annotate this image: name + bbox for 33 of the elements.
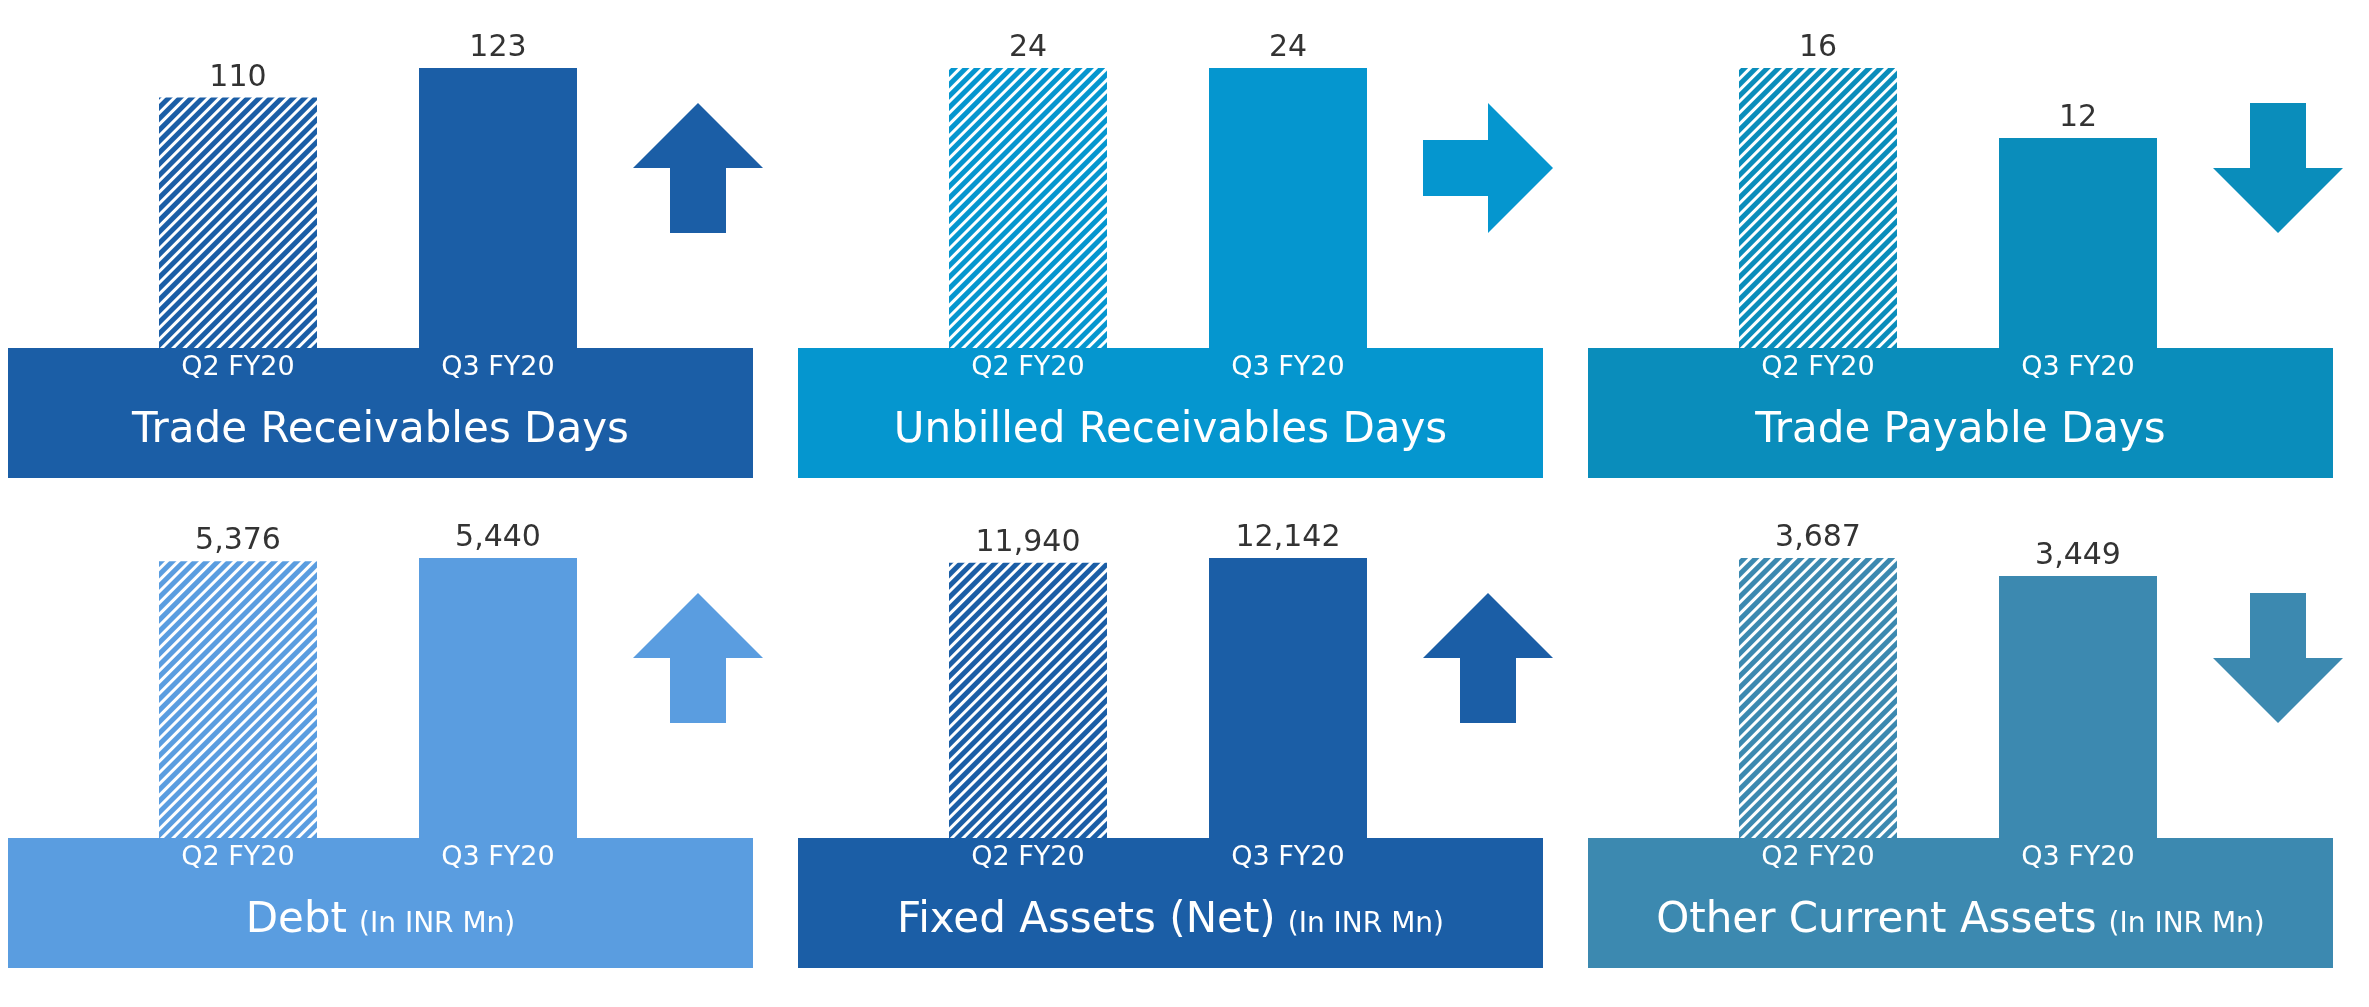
text: (In INR Mn) [1287, 906, 1444, 939]
text: Debt [245, 893, 348, 942]
data-label: 12 [2058, 98, 2098, 133]
x-tick-label: Q3 FY20 [2021, 350, 2135, 382]
text: Trade Receivables Days [132, 403, 629, 452]
x-tick-label: Q3 FY20 [1231, 840, 1345, 872]
data-label: 123 [469, 28, 527, 63]
x-tick-label: Q2 FY20 [971, 840, 1085, 872]
data-label: 5,376 [195, 521, 281, 557]
text: Other Current Assets [1656, 893, 2097, 942]
x-tick-label: Q2 FY20 [181, 350, 295, 382]
x-tick-label: Q3 FY20 [441, 350, 555, 382]
x-tick-label: Q3 FY20 [1231, 350, 1345, 382]
text: (In INR Mn) [359, 906, 516, 939]
data-label: 16 [1798, 28, 1838, 63]
x-tick-label: Q3 FY20 [2021, 840, 2135, 872]
x-tick-label: Q2 FY20 [181, 840, 295, 872]
x-tick-label: Q2 FY20 [1761, 350, 1875, 382]
x-tick-label: Q2 FY20 [1761, 840, 1875, 872]
data-label: 3,687 [1775, 518, 1861, 553]
text: (In INR Mn) [2108, 906, 2265, 939]
data-label: 3,449 [2035, 536, 2121, 572]
data-label: 24 [1008, 28, 1048, 63]
text: Fixed Assets (Net) [897, 893, 1276, 942]
data-label: 5,440 [455, 518, 541, 553]
text: Trade Payable Days [1755, 403, 2166, 452]
x-tick-label: Q2 FY20 [971, 350, 1085, 382]
data-label: 12,142 [1235, 518, 1341, 553]
text: Unbilled Receivables Days [893, 403, 1448, 452]
data-label: 24 [1268, 28, 1308, 63]
data-label: 11,940 [975, 522, 1081, 558]
x-tick-label: Q3 FY20 [441, 840, 555, 872]
data-label: 110 [209, 57, 267, 93]
